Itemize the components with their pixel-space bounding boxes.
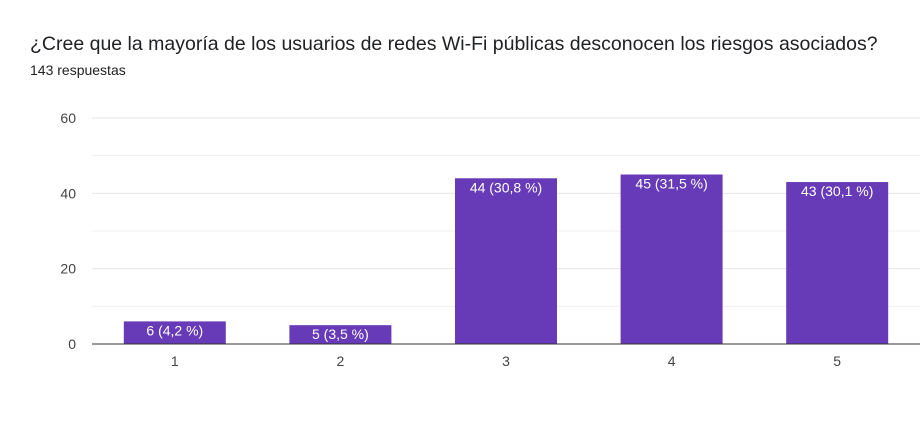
bar-data-label: 5 (3,5 %) [312,326,369,342]
bar-data-label: 6 (4,2 %) [146,322,203,338]
x-tick-label: 4 [668,353,676,369]
bars [123,174,889,344]
x-tick-label: 1 [171,353,179,369]
bar-data-label: 45 (31,5 %) [635,176,707,192]
bar-data-label: 44 (30,8 %) [470,179,542,195]
bar-5 [786,182,889,344]
y-tick-label: 40 [60,185,76,201]
bar-data-label: 43 (30,1 %) [801,183,873,199]
x-tick-label: 3 [502,353,510,369]
bar-3 [455,178,557,344]
bar-2 [289,325,392,344]
bar-4 [620,174,723,344]
response-count: 143 respuestas [30,62,126,78]
y-tick-label: 0 [68,336,76,352]
axes: 0 20 40 60 1 2 3 4 5 [60,110,920,369]
y-tick-label: 20 [60,261,76,277]
chart-title: ¿Cree que la mayoría de los usuarios de … [30,33,878,55]
x-tick-label: 5 [833,353,841,369]
y-tick-label: 60 [60,110,76,126]
x-tick-label: 2 [337,353,345,369]
bar-1 [123,321,226,344]
data-labels: 6 (4,2 %) 5 (3,5 %) 44 (30,8 %) 45 (31,5 %)… [146,176,873,343]
